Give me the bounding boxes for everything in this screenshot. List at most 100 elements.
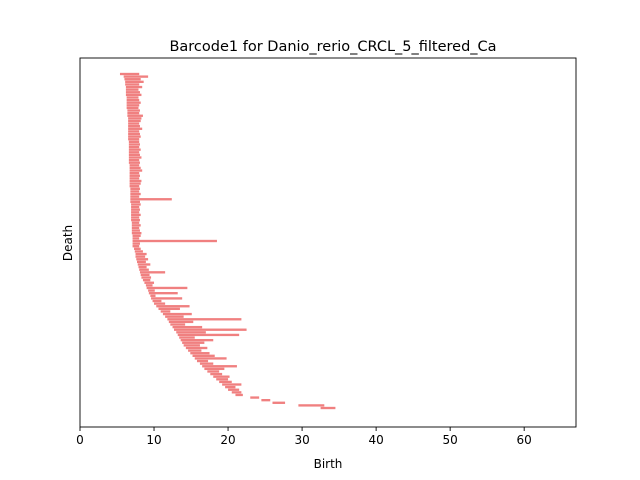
barcode-bar [128, 153, 140, 157]
barcode-bar [131, 213, 141, 217]
barcode-bar [196, 359, 209, 363]
barcode-bar [136, 258, 149, 261]
barcode-bar [204, 367, 225, 371]
barcode-bar [167, 318, 242, 321]
barcode-bar [126, 98, 140, 102]
barcode-bar [132, 239, 217, 243]
barcode-bar [128, 117, 142, 120]
barcode-bar [141, 276, 152, 279]
barcode-bar [225, 385, 236, 389]
barcode-bar [125, 93, 142, 97]
barcode-bar [128, 132, 140, 136]
x-tick-label: 10 [146, 433, 161, 447]
barcode-bar [185, 346, 208, 350]
barcode-bar [154, 302, 166, 305]
barcode-bar [128, 143, 140, 146]
barcode-bar [261, 399, 271, 402]
barcode-bar [320, 406, 336, 410]
barcode-bar [219, 380, 232, 384]
barcode-bar [137, 260, 146, 264]
barcode-bar [231, 391, 242, 394]
barcode-bar [127, 111, 140, 115]
barcode-bar [129, 169, 143, 172]
x-tick-label: 50 [443, 433, 458, 447]
barcode-bar [192, 354, 215, 357]
barcode-bar [199, 362, 214, 365]
x-tick-label: 20 [220, 433, 235, 447]
barcode-bar [123, 75, 149, 78]
plot-frame [79, 57, 577, 428]
barcode-bar [125, 85, 143, 89]
x-tick-label: 30 [294, 433, 309, 447]
barcode-bar [130, 198, 172, 201]
barcode-bar [129, 164, 140, 167]
barcode-bar [216, 378, 229, 381]
barcode-bar [131, 229, 140, 232]
barcode-bar [298, 404, 325, 407]
barcode-bar [126, 104, 140, 107]
barcode-bar [125, 83, 140, 86]
barcode-bar [130, 192, 141, 196]
barcode-bar [213, 375, 230, 378]
barcode-bar [130, 195, 140, 198]
barcode-bar [131, 203, 141, 206]
barcode-bar [183, 344, 200, 347]
barcode-bar [124, 78, 141, 81]
barcode-bar [151, 297, 183, 300]
barcode-bar [170, 323, 186, 326]
barcode-bar [148, 292, 178, 295]
barcode-bar [131, 216, 140, 219]
x-axis-label: Birth [314, 457, 343, 471]
barcode-bar [135, 252, 147, 256]
barcode-bar [210, 372, 223, 376]
barcode-bar [128, 138, 140, 141]
barcode-bar [132, 237, 140, 240]
x-tick-label: 60 [517, 433, 532, 447]
barcode-bar [130, 190, 140, 193]
barcode-bar [176, 331, 206, 334]
barcode-bar [152, 299, 162, 303]
barcode-bar [135, 255, 146, 258]
barcode-bar [250, 396, 260, 399]
barcode-bar [142, 278, 151, 282]
barcode-bar [119, 72, 140, 76]
barcode-bar [162, 312, 192, 316]
barcode-bar [128, 135, 141, 138]
barcode-bar [146, 286, 188, 290]
barcode-bar [131, 205, 140, 209]
barcode-bar [126, 96, 139, 99]
barcode-bar [128, 151, 140, 154]
barcode-bar [131, 208, 140, 211]
barcode-bar [139, 268, 149, 271]
bars-layer [119, 72, 336, 410]
barcode-bar [174, 328, 247, 331]
x-tick-label: 0 [76, 433, 84, 447]
barcode-bar [128, 125, 140, 128]
barcode-bar [125, 91, 140, 94]
barcode-bar [132, 234, 141, 237]
barcode-bar [179, 336, 195, 339]
x-tick-label: 40 [368, 433, 383, 447]
barcode-bar [194, 357, 227, 360]
barcode-bar [129, 179, 142, 183]
barcode-bar [131, 218, 140, 222]
barcode-bar [145, 284, 153, 287]
barcode-bar [129, 166, 141, 170]
barcode-bar [126, 106, 139, 110]
barcode-bar [129, 174, 140, 177]
barcode-bar [148, 289, 155, 292]
barcode-bar [128, 145, 140, 149]
barcode-bar [165, 315, 184, 318]
chart-title: Barcode1 for Danio_rerio_CRCL_5_filtered… [169, 39, 496, 55]
barcode-bar [207, 370, 220, 373]
barcode-bar [150, 294, 156, 297]
barcode-bar [127, 114, 143, 117]
barcode-bar [128, 130, 140, 133]
x-axis-ticks: 0 10 20 30 40 50 60 [76, 427, 532, 447]
barcode-bar [158, 307, 180, 311]
barcode-bar [134, 247, 141, 250]
barcode-bar [128, 119, 141, 123]
barcode-bar [128, 140, 140, 144]
barcode-bar [177, 333, 240, 337]
